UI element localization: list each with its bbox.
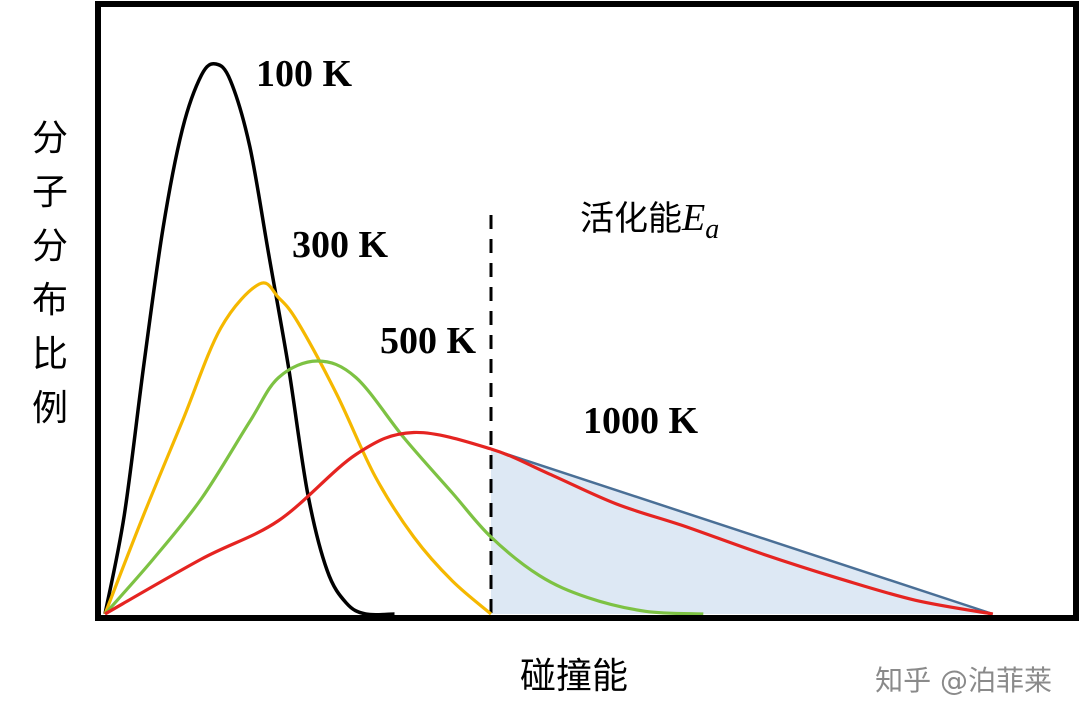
y-axis-label: 分子分布比例 xyxy=(32,118,68,429)
plot-area xyxy=(103,62,994,617)
series-line-100k xyxy=(103,62,395,617)
series-label-100k: 100 K xyxy=(256,53,353,95)
activation-energy-area-edge xyxy=(490,447,994,616)
x-axis-label: 碰撞能 xyxy=(520,656,628,697)
series-label-300k: 300 K xyxy=(292,224,389,266)
series-label-500k: 500 K xyxy=(380,320,477,362)
activation-energy-label: 活化能Ea xyxy=(580,197,719,245)
series-line-1000k xyxy=(104,430,994,616)
watermark: 知乎 @泊菲莱 xyxy=(875,664,1052,697)
activation-energy-symbol: E xyxy=(681,197,705,239)
activation-energy-text: 活化能 xyxy=(580,199,682,239)
series-label-1000k: 1000 K xyxy=(583,400,699,442)
svg-text:活化能Ea: 活化能Ea xyxy=(580,197,719,245)
series-line-300k xyxy=(103,281,493,616)
series-line-500k xyxy=(103,359,704,616)
plot-frame xyxy=(95,1,1079,621)
activation-energy-subscript: a xyxy=(705,214,719,245)
